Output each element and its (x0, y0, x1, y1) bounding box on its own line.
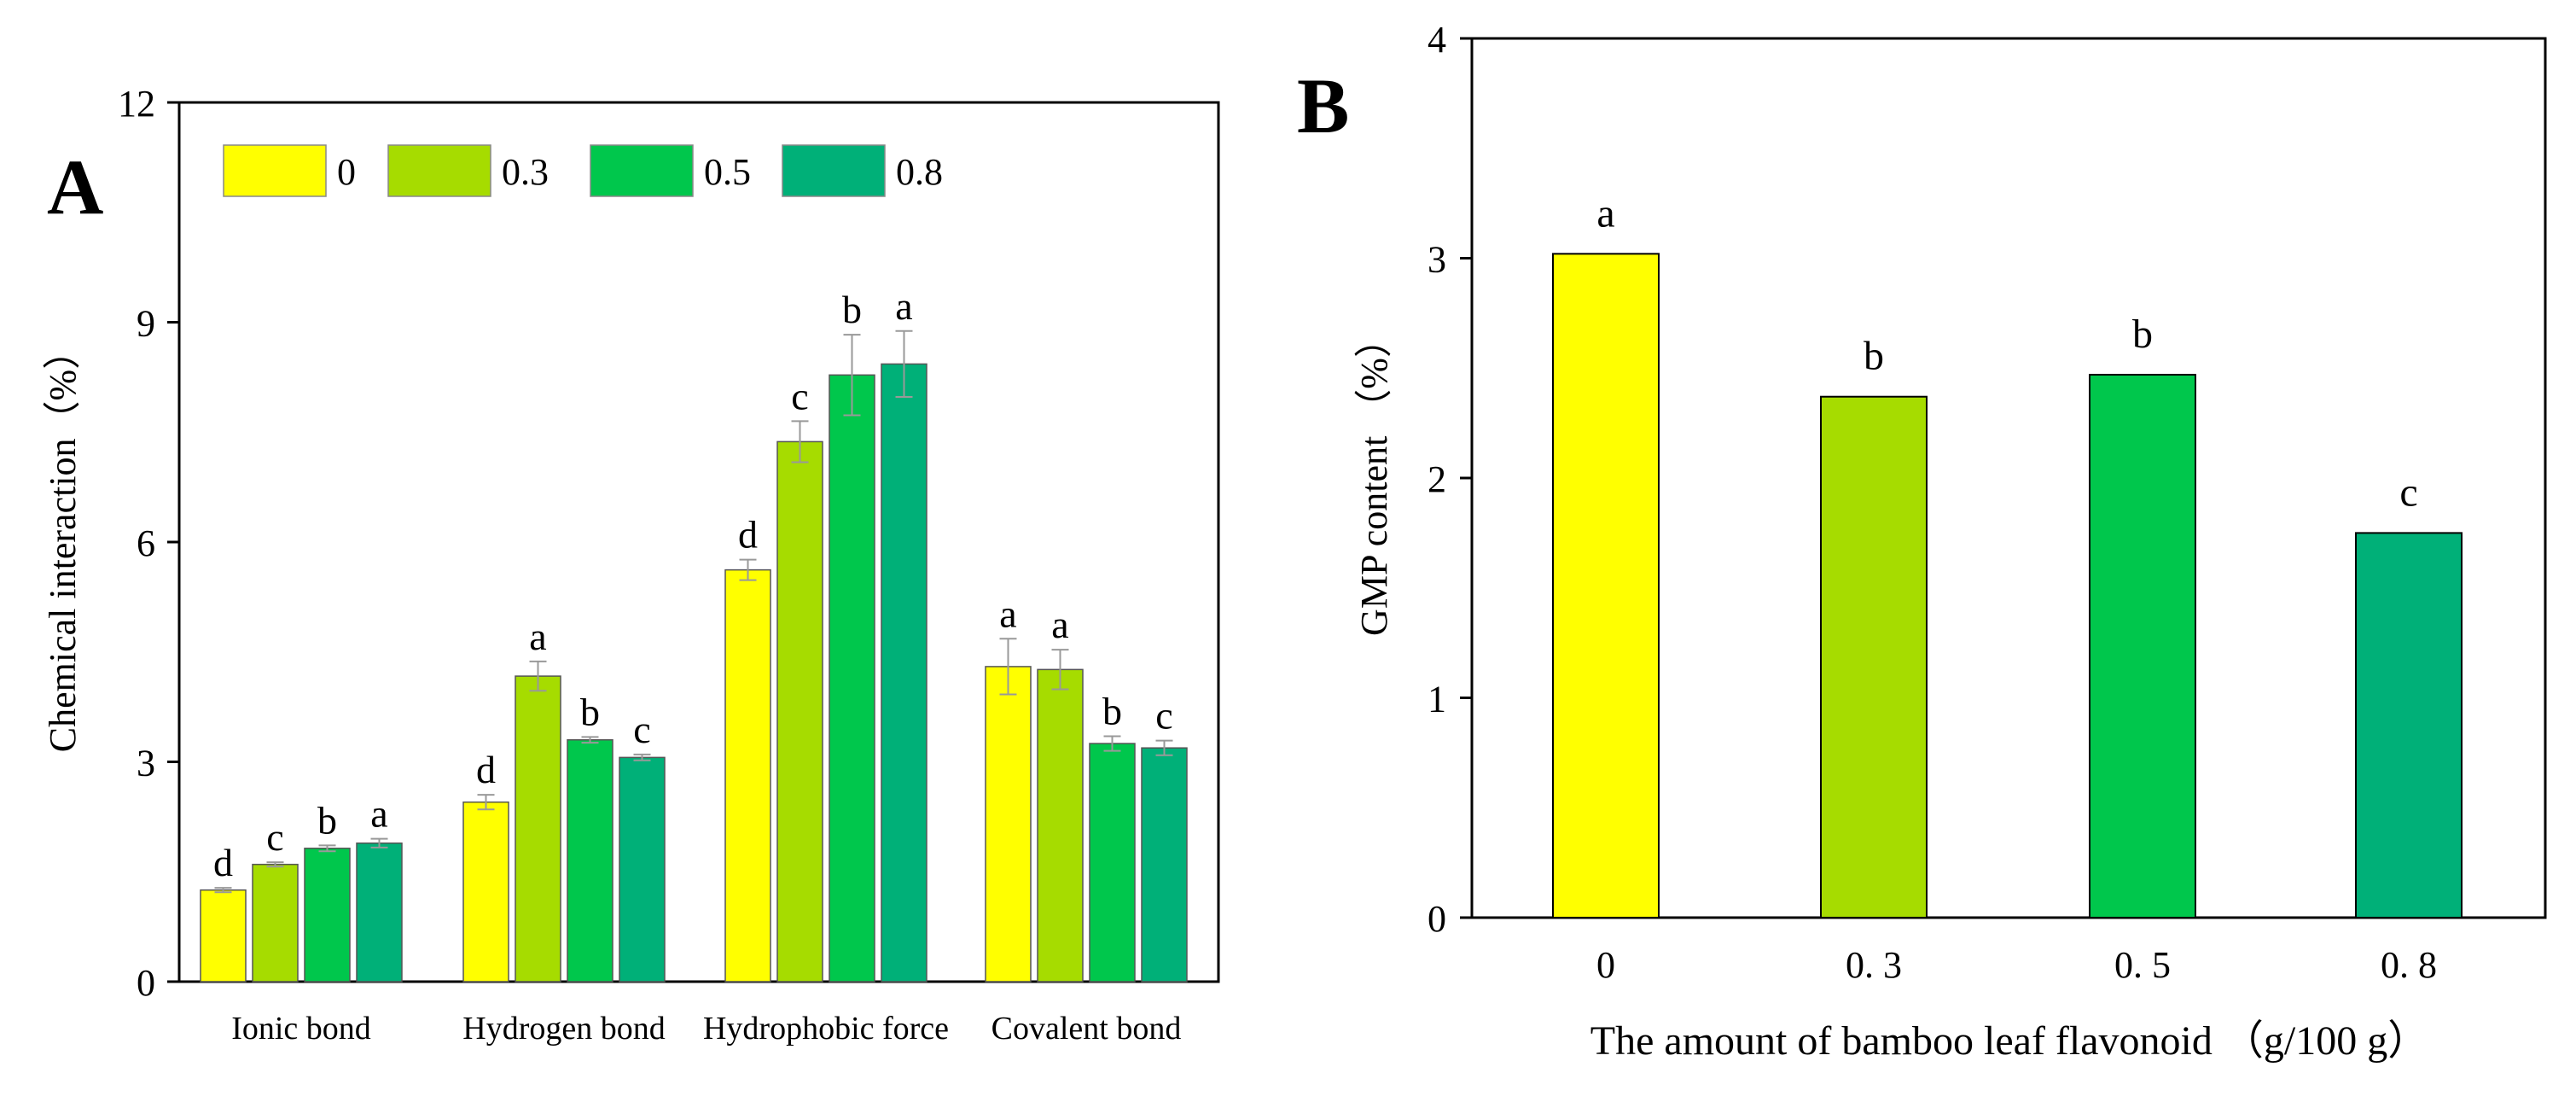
legend-swatch (590, 144, 694, 197)
panel-a-legend: 0 0.3 0.5 0.8 (223, 144, 943, 197)
bar (2355, 532, 2463, 918)
y-tick-label: 3 (1428, 239, 1446, 281)
significance-letter: a (1051, 603, 1068, 646)
significance-letter: b (317, 798, 337, 842)
bar (1552, 253, 1660, 919)
panel-b-chart: B 0 1 2 3 4 a 0 b 0. 3 b 0. 5 c 0. 8 GMP content （%… (1297, 19, 2547, 1064)
panel-a-letter: A (47, 143, 103, 230)
bar (1141, 747, 1188, 982)
bar (200, 889, 247, 982)
significance-letter: c (266, 815, 283, 859)
bar (985, 666, 1032, 982)
x-category-label: Ionic bond (231, 1011, 371, 1047)
legend-swatch (223, 144, 327, 197)
bar (515, 675, 561, 982)
x-category-label: Covalent bond (991, 1011, 1182, 1047)
significance-letter: d (213, 841, 233, 884)
significance-letter: c (633, 708, 650, 751)
y-tick-label: 1 (1428, 679, 1446, 720)
bar (356, 843, 403, 982)
y-tick-label: 0 (1428, 898, 1446, 940)
bar (304, 848, 351, 982)
significance-letter: b (2132, 312, 2153, 357)
panel-b-bars: a 0 b 0. 3 b 0. 5 c 0. 8 (1552, 190, 2463, 986)
bar (724, 568, 771, 982)
y-tick-label: 3 (137, 743, 155, 784)
significance-letter: a (1596, 190, 1614, 236)
significance-letter: a (999, 592, 1016, 635)
bar (1820, 395, 1928, 919)
bar (2089, 373, 2196, 919)
significance-letter: a (529, 615, 546, 658)
significance-letter: b (1864, 334, 1884, 379)
significance-letter: c (2399, 469, 2417, 515)
bar (776, 440, 823, 982)
bar (1037, 668, 1084, 982)
panel-b-x-axis-label: The amount of bamboo leaf flavonoid （g/1… (1590, 1018, 2428, 1064)
panel-b-y-axis: 0 1 2 3 4 (1428, 19, 1472, 940)
x-category-label: Hydrophobic force (703, 1011, 949, 1047)
bar (567, 739, 613, 982)
panel-b-letter: B (1297, 62, 1349, 149)
bar (619, 756, 666, 982)
legend-label: 0.8 (896, 151, 943, 193)
y-tick-label: 4 (1428, 19, 1446, 61)
significance-letter: a (895, 284, 912, 328)
bar (252, 863, 299, 982)
significance-letter: b (842, 288, 862, 331)
significance-letter: c (1155, 694, 1172, 738)
panel-a-y-axis: 0 3 6 9 12 (118, 83, 179, 1004)
bar (881, 363, 927, 982)
significance-letter: a (370, 792, 387, 836)
panel-a-y-axis-label: Chemical interaction（%） (42, 332, 84, 752)
x-category-label: Hydrogen bond (462, 1011, 665, 1047)
significance-letter: d (738, 513, 758, 557)
y-tick-label: 6 (137, 522, 155, 564)
bar (462, 801, 509, 982)
panel-b-y-axis-label: GMP content （%） (1353, 320, 1395, 636)
significance-letter: c (791, 374, 808, 417)
y-tick-label: 9 (137, 303, 155, 345)
bar (829, 374, 875, 982)
x-tick-label: 0. 5 (2114, 944, 2171, 986)
legend-swatch (782, 144, 886, 197)
legend-label: 0.5 (704, 151, 751, 193)
legend-swatch (387, 144, 491, 197)
significance-letter: b (580, 690, 600, 733)
significance-letter: d (476, 748, 496, 791)
x-tick-label: 0. 8 (2381, 944, 2437, 986)
x-tick-label: 0. 3 (1846, 944, 1902, 986)
x-tick-label: 0 (1596, 944, 1615, 986)
y-tick-label: 0 (137, 962, 155, 1004)
y-tick-label: 12 (118, 83, 155, 125)
bar (1089, 743, 1136, 982)
legend-label: 0.3 (502, 151, 549, 193)
y-tick-label: 2 (1428, 458, 1446, 500)
legend-label: 0 (337, 151, 356, 193)
significance-letter: b (1102, 689, 1122, 732)
